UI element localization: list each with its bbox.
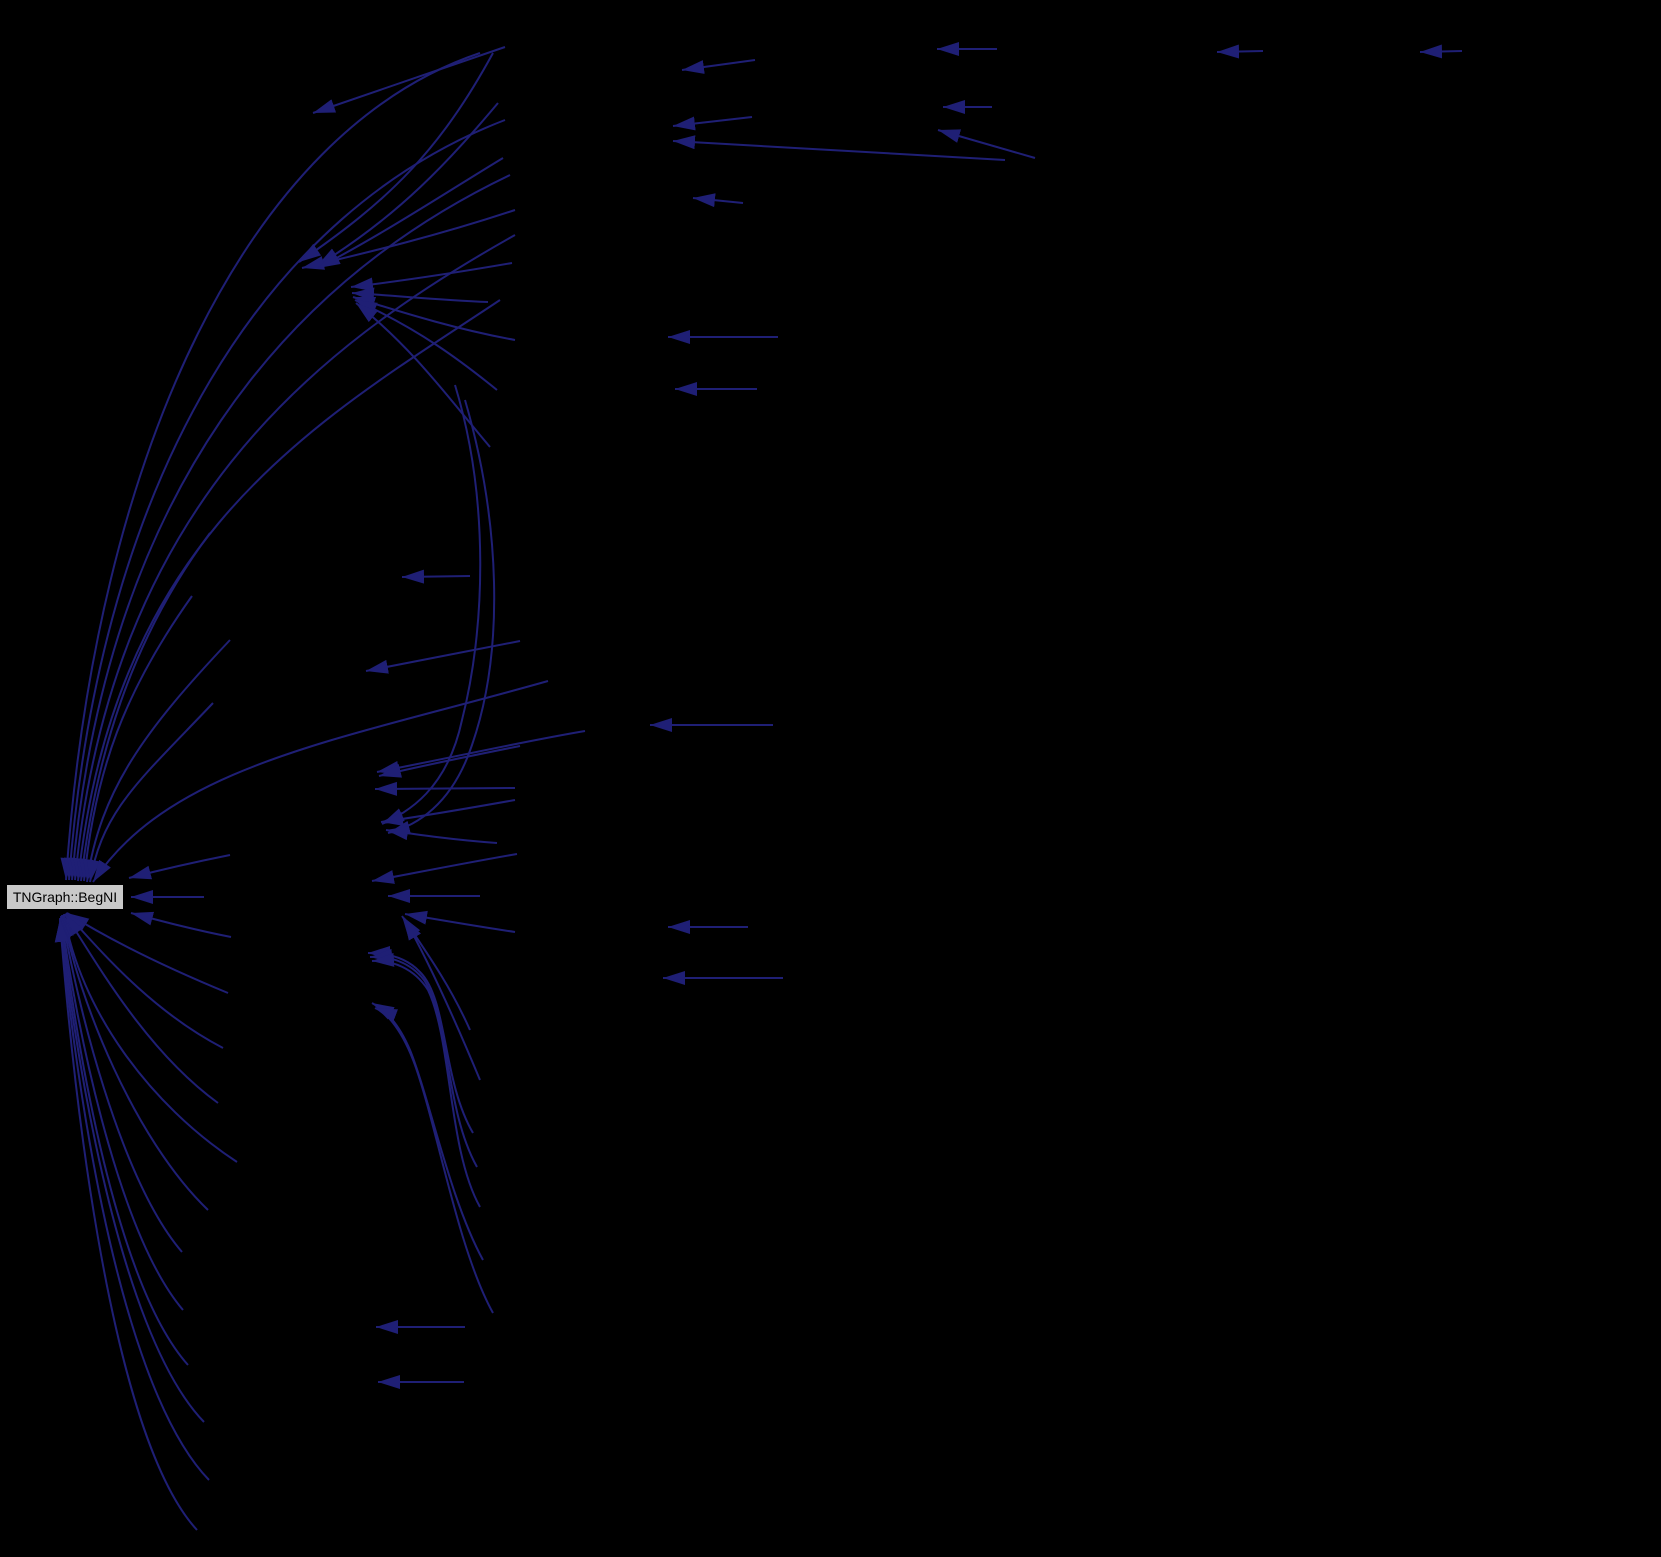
- graph-edge: [70, 234, 516, 881]
- graph-edge: [60, 913, 238, 1163]
- graph-edge: [376, 730, 586, 775]
- graph-edge: [92, 680, 549, 883]
- graph-edge: [354, 299, 498, 391]
- graph-edge: [76, 532, 211, 882]
- node-label: TNGraph::BegNI: [12, 889, 118, 905]
- graph-edge: [58, 914, 183, 1253]
- graph-edge: [369, 948, 478, 1168]
- graph-edge: [55, 917, 205, 1423]
- graph-edge: [57, 915, 184, 1311]
- graph-edge: [54, 919, 198, 1531]
- graph-edge: [681, 59, 756, 74]
- graph-edge: [66, 174, 511, 881]
- graph-edge: [56, 916, 189, 1366]
- graph-edge: [937, 129, 1036, 159]
- graph-edge: [83, 639, 231, 883]
- graph-edge: [130, 911, 232, 938]
- graph-edge: [371, 952, 481, 1208]
- graph-edge: [404, 910, 516, 933]
- graph-edge: [371, 1002, 484, 1261]
- graph-edge: [380, 799, 516, 826]
- graph-edge: [365, 640, 521, 674]
- graph-edge: [73, 299, 501, 882]
- graph-edge: [403, 917, 481, 1081]
- graph-edge: [381, 384, 482, 825]
- graph-edge: [55, 918, 210, 1481]
- graph-edge: [371, 853, 518, 884]
- graph-edge: [378, 745, 521, 778]
- graph-edge: [317, 157, 504, 269]
- graph-edge: [1419, 44, 1463, 59]
- edge-layer: [54, 42, 1463, 1531]
- graph-edge: [298, 52, 494, 263]
- graph-edge: [355, 302, 491, 448]
- graph-edge: [352, 296, 516, 341]
- graph-edge: [692, 193, 744, 208]
- graph-edge: [351, 287, 489, 303]
- graph-edge: [672, 116, 753, 131]
- node-tngraph-begni[interactable]: TNGraph::BegNI: [6, 884, 124, 910]
- graph-edge: [385, 826, 498, 844]
- graph-edge: [350, 262, 513, 292]
- graph-edge: [60, 52, 481, 881]
- graph-edge: [66, 912, 229, 994]
- graph-edge: [1216, 44, 1264, 59]
- graph-edge: [64, 913, 219, 1104]
- graph-edge: [79, 595, 193, 882]
- graph-edge: [63, 119, 506, 881]
- graph-edge: [316, 102, 499, 267]
- graph-edge: [86, 702, 214, 883]
- graph-edge: [374, 781, 516, 796]
- graph-edge: [128, 854, 231, 880]
- graph-edge: [401, 569, 471, 584]
- graph-edge: [672, 135, 1006, 161]
- graph-edge: [312, 46, 506, 114]
- graph-edge: [374, 1007, 494, 1314]
- graph-edge: [59, 914, 209, 1211]
